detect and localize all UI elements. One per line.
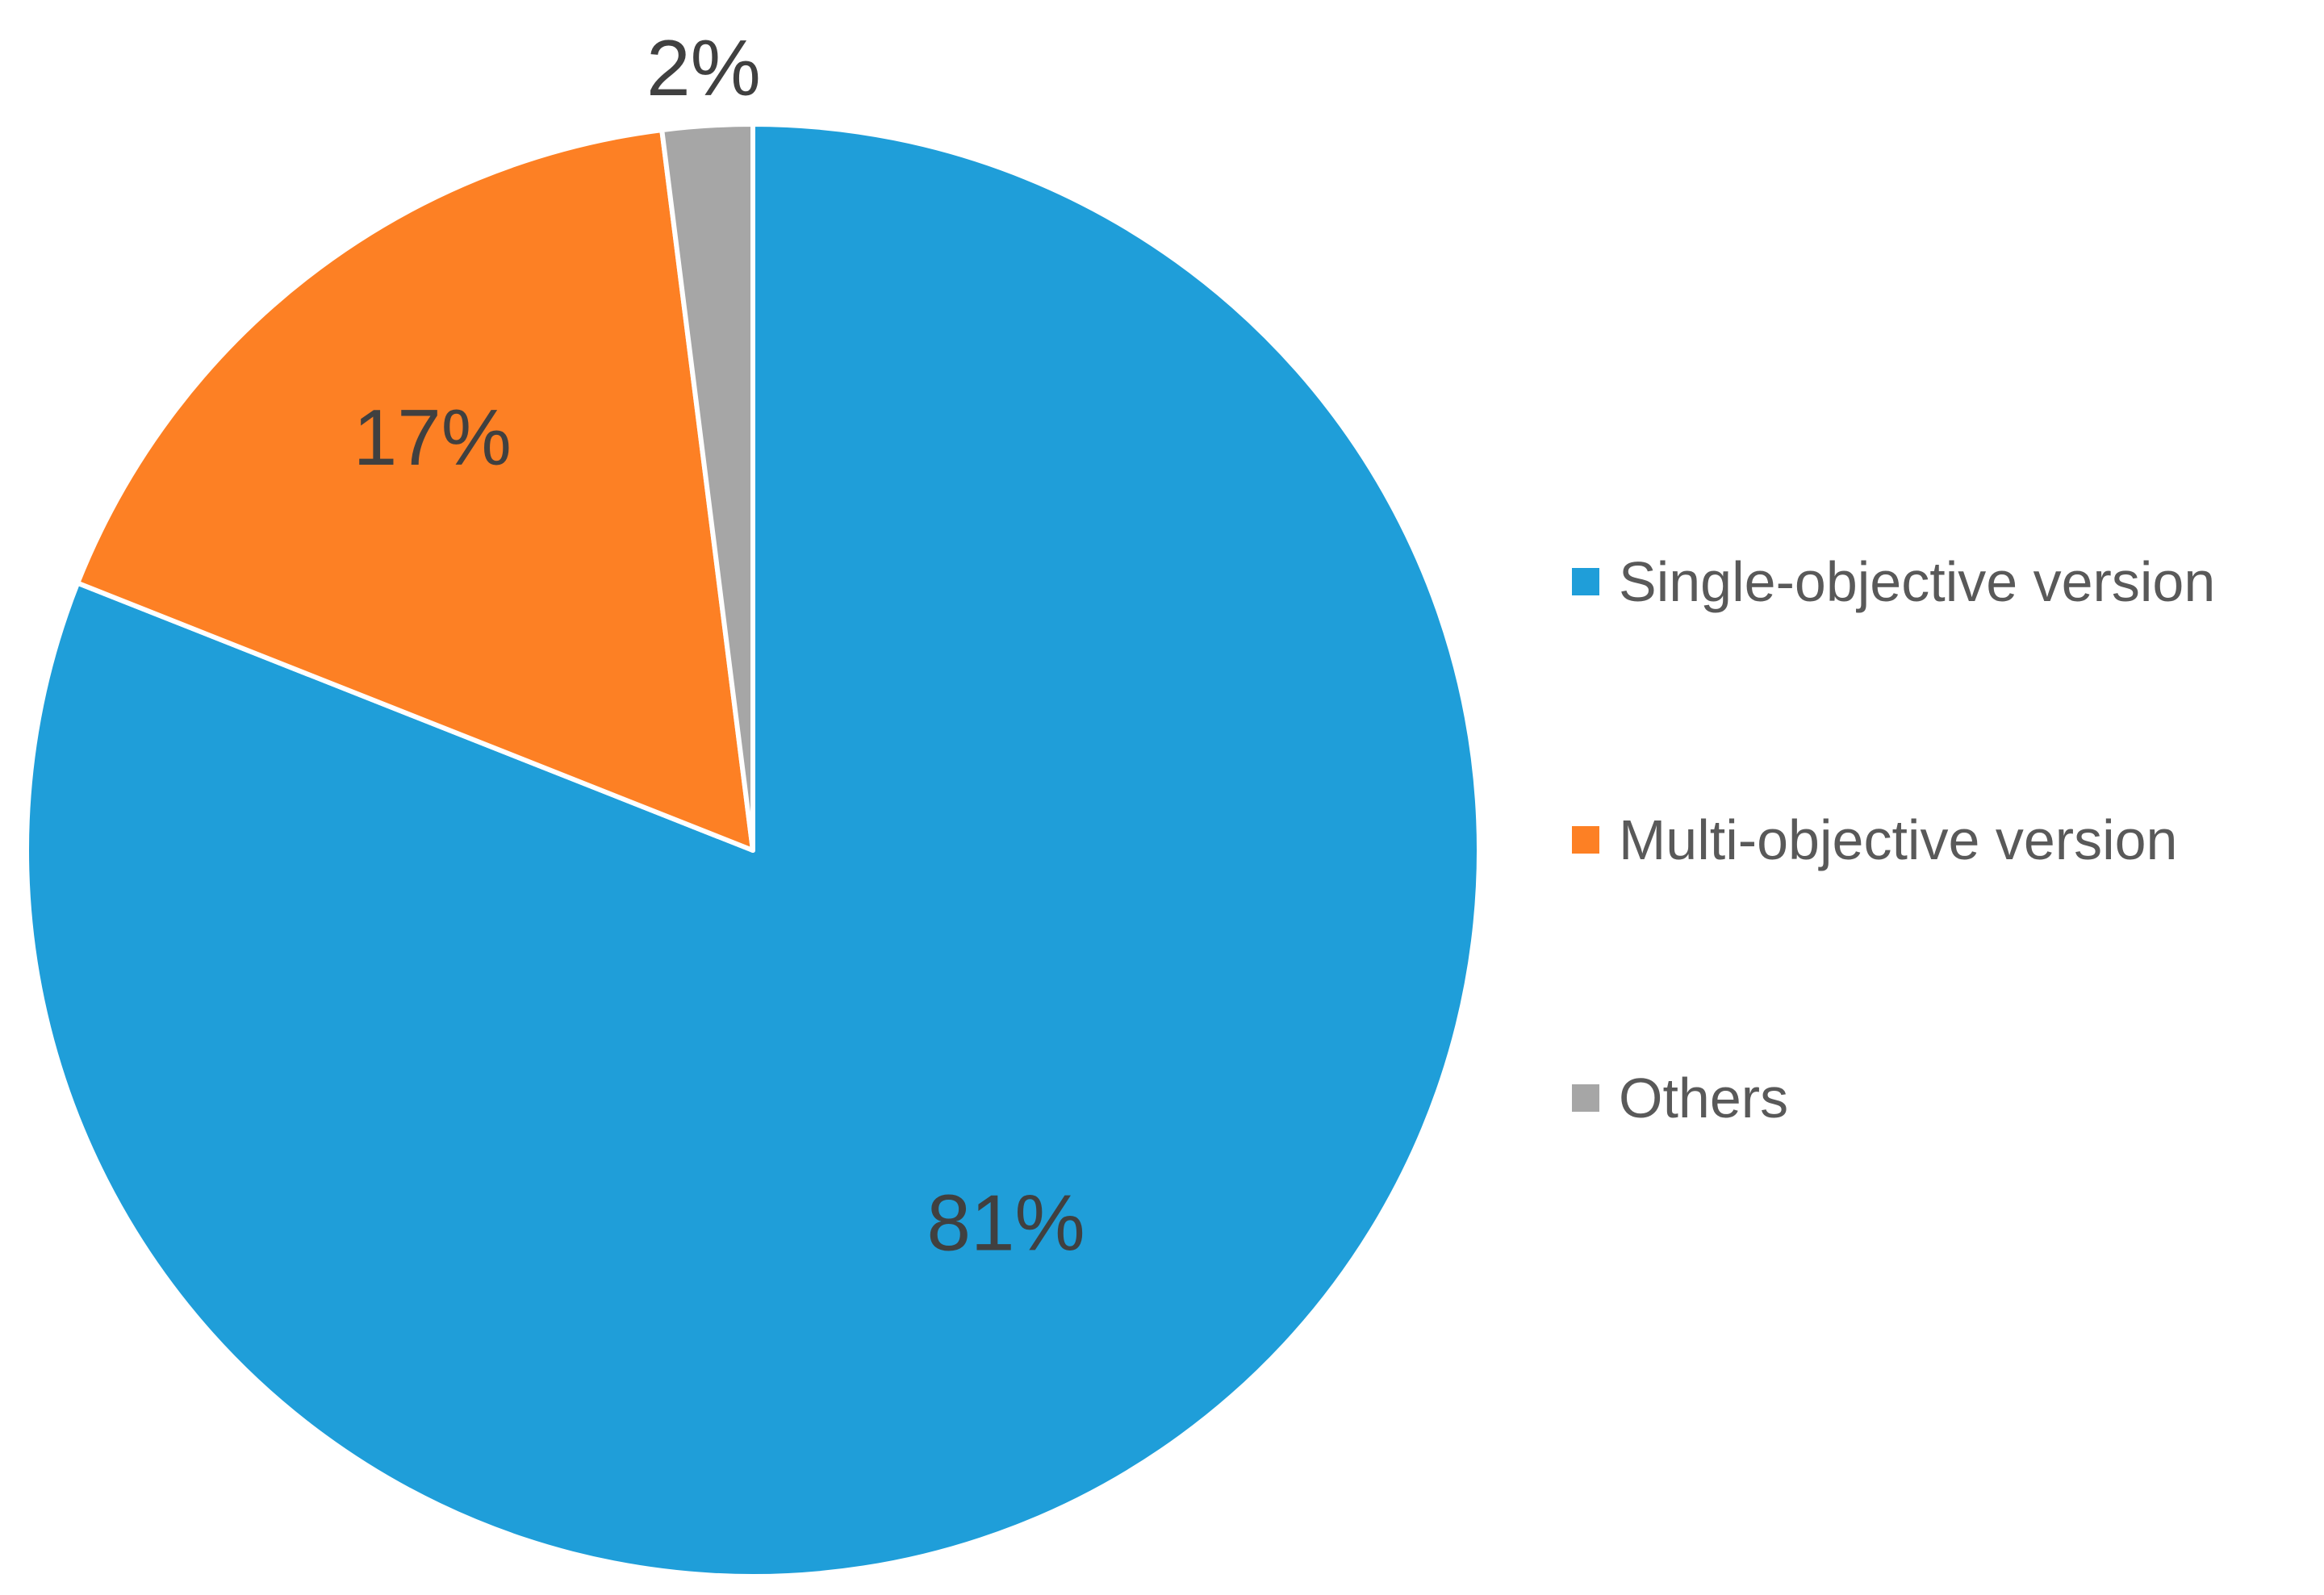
legend-swatch-multi-objective — [1572, 826, 1599, 854]
data-label-others: 2% — [646, 23, 761, 112]
legend-label: Single-objective version — [1619, 550, 2216, 613]
legend-item-single-objective: Single-objective version — [1572, 545, 2314, 618]
pie-slices — [24, 122, 1482, 1579]
pie-slice-others — [659, 122, 755, 853]
legend: Single-objective version Multi-objective… — [1572, 545, 2314, 1134]
legend-swatch-single-objective — [1572, 568, 1599, 595]
data-label-multi-objective-version: 17% — [353, 393, 512, 482]
pie-data-labels: 81% 17% 2% — [353, 23, 1085, 1267]
pie-slice-multi-objective-version — [75, 127, 755, 853]
legend-swatch-others — [1572, 1084, 1599, 1112]
legend-label: Multi-objective version — [1619, 808, 2178, 871]
legend-label: Others — [1619, 1067, 1789, 1129]
data-label-single-objective-version: 81% — [927, 1179, 1085, 1267]
legend-item-others: Others — [1572, 1062, 2314, 1134]
legend-item-multi-objective: Multi-objective version — [1572, 804, 2314, 876]
